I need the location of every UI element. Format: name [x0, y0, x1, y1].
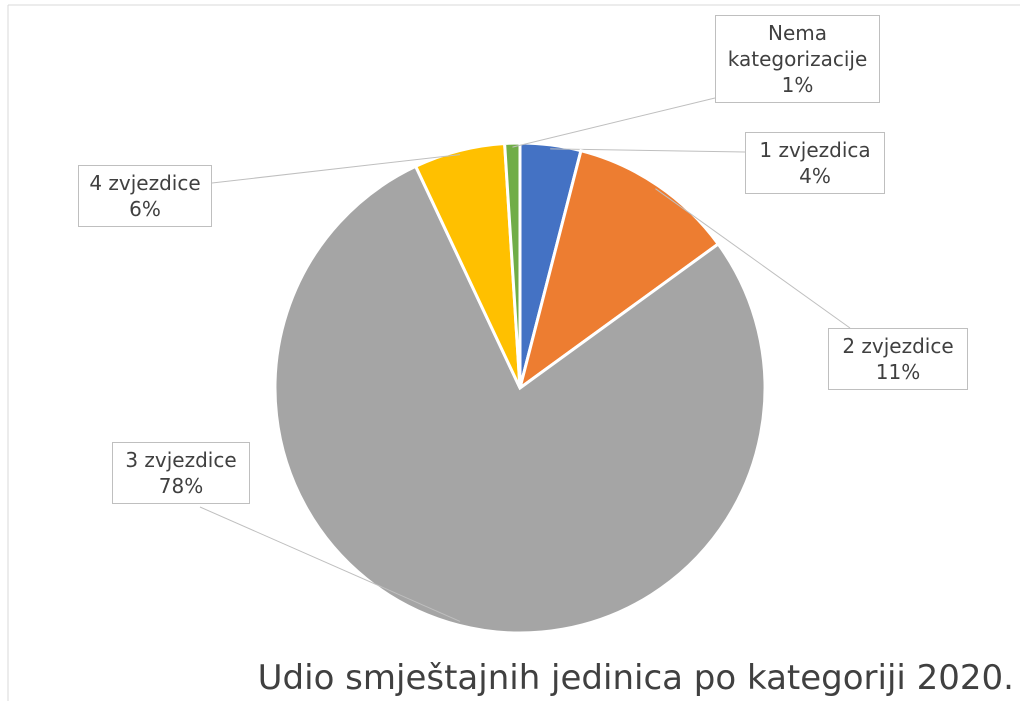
- data-value: 1%: [781, 73, 814, 97]
- data-value: 4%: [799, 164, 831, 188]
- data-value: 78%: [158, 474, 204, 498]
- leader-line: [655, 188, 851, 329]
- pie-slice: [517, 148, 721, 392]
- data-category: 1 zvjezdica: [759, 138, 871, 162]
- data-label: 3 zvjezdice 78%: [112, 442, 250, 504]
- data-label: 4 zvjezdice 6%: [78, 165, 212, 227]
- chart-title: Udio smještajnih jedinica po kategoriji …: [257, 658, 1014, 698]
- leader-line: [550, 148, 746, 153]
- leader-line: [199, 506, 461, 622]
- leader-line: [211, 154, 461, 184]
- data-value: 6%: [129, 197, 161, 221]
- data-category: 3 zvjezdice: [125, 448, 237, 472]
- data-category: Nema kategorizacije: [727, 21, 868, 71]
- data-label: 1 zvjezdica 4%: [745, 132, 885, 194]
- data-label: Nema kategorizacije 1%: [715, 15, 880, 103]
- data-value: 11%: [875, 360, 921, 384]
- pie-slice: [273, 164, 767, 635]
- data-category: 4 zvjezdice: [89, 171, 201, 195]
- data-label: 2 zvjezdice 11%: [828, 328, 968, 390]
- data-category: 2 zvjezdice: [842, 334, 954, 358]
- pie-slice: [503, 141, 522, 389]
- leader-line: [512, 97, 716, 148]
